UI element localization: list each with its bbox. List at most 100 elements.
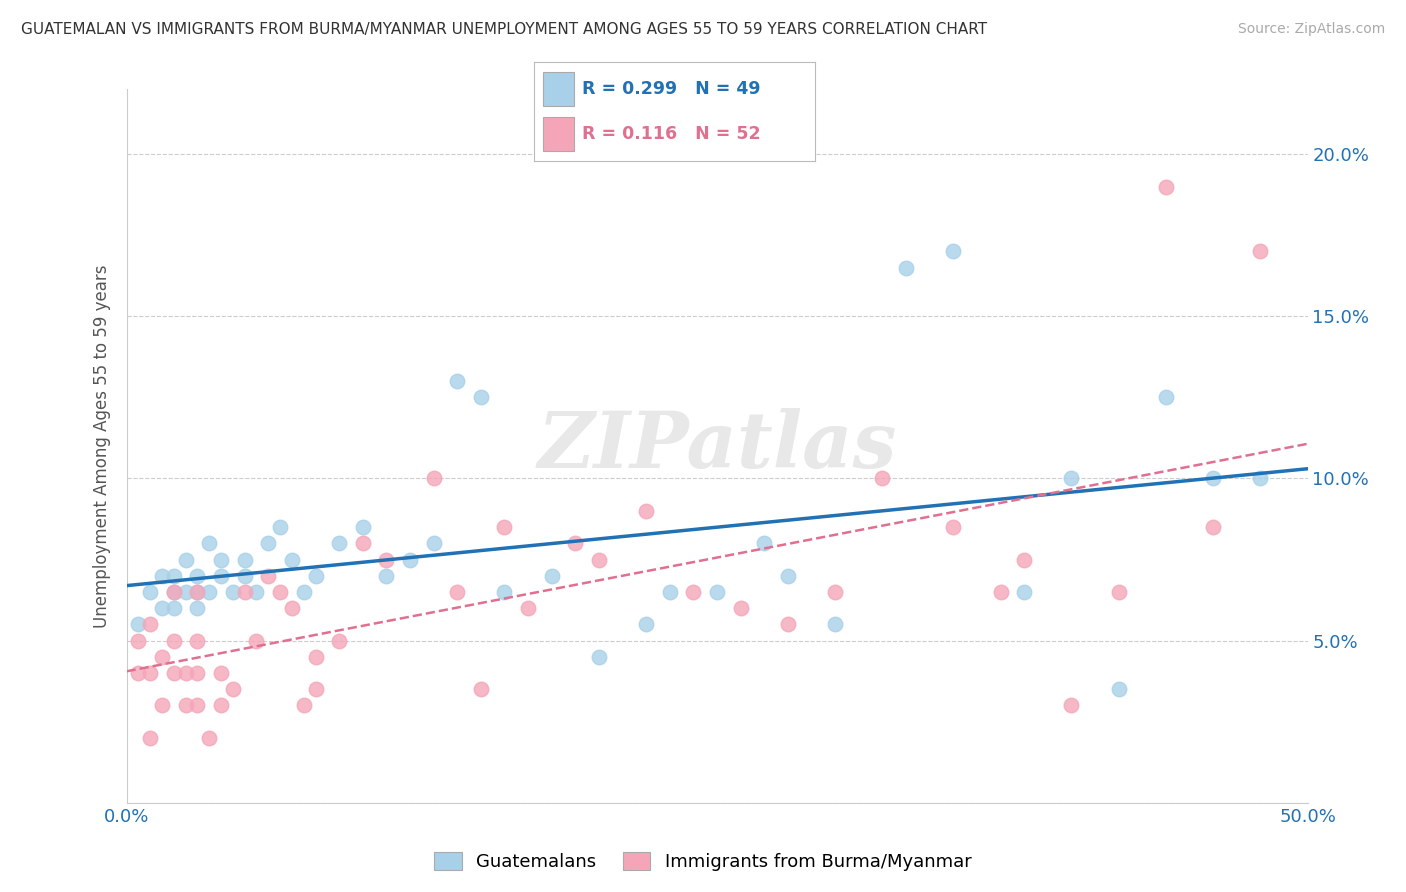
Text: Source: ZipAtlas.com: Source: ZipAtlas.com xyxy=(1237,22,1385,37)
Text: R = 0.299   N = 49: R = 0.299 N = 49 xyxy=(582,80,761,98)
Point xyxy=(186,601,208,615)
Point xyxy=(1108,682,1130,697)
Text: R = 0.116   N = 52: R = 0.116 N = 52 xyxy=(582,125,761,143)
Point xyxy=(209,568,232,582)
Point xyxy=(139,731,162,745)
Point xyxy=(150,698,173,713)
Point xyxy=(872,471,894,485)
Point xyxy=(257,568,280,582)
Point xyxy=(990,585,1012,599)
Point xyxy=(1012,552,1035,566)
Point xyxy=(470,682,492,697)
Point xyxy=(292,585,315,599)
Point xyxy=(494,520,516,534)
Point xyxy=(352,536,374,550)
Point xyxy=(1060,471,1083,485)
Point xyxy=(422,471,444,485)
FancyBboxPatch shape xyxy=(543,72,574,105)
Point xyxy=(328,633,350,648)
Point xyxy=(233,568,256,582)
Point xyxy=(517,601,540,615)
Point xyxy=(636,504,658,518)
Point xyxy=(174,698,197,713)
Point xyxy=(257,536,280,550)
Point xyxy=(304,568,326,582)
Point xyxy=(186,585,208,599)
Point xyxy=(163,601,186,615)
Point xyxy=(150,649,173,664)
Point xyxy=(209,552,232,566)
Point xyxy=(186,585,208,599)
Point xyxy=(163,568,186,582)
Legend: Guatemalans, Immigrants from Burma/Myanmar: Guatemalans, Immigrants from Burma/Myanm… xyxy=(427,846,979,879)
Point xyxy=(163,585,186,599)
Point xyxy=(824,585,846,599)
Point xyxy=(470,390,492,404)
Text: ZIPatlas: ZIPatlas xyxy=(537,408,897,484)
Point xyxy=(540,568,562,582)
Point xyxy=(564,536,586,550)
Point xyxy=(1249,244,1271,259)
Point xyxy=(222,682,245,697)
Point xyxy=(942,520,965,534)
Point xyxy=(1154,390,1177,404)
Point xyxy=(682,585,704,599)
Point xyxy=(281,601,304,615)
Point xyxy=(328,536,350,550)
Point xyxy=(245,585,267,599)
Point xyxy=(588,649,610,664)
Point xyxy=(1154,179,1177,194)
Point xyxy=(139,585,162,599)
Point xyxy=(422,536,444,550)
Point xyxy=(375,568,398,582)
Point xyxy=(375,552,398,566)
Point xyxy=(894,260,917,275)
Point xyxy=(1202,471,1225,485)
Point xyxy=(446,374,468,388)
Point xyxy=(304,682,326,697)
Point xyxy=(352,520,374,534)
Point xyxy=(399,552,422,566)
Point xyxy=(174,585,197,599)
Point xyxy=(186,568,208,582)
Point xyxy=(281,552,304,566)
Point xyxy=(1108,585,1130,599)
Point xyxy=(292,698,315,713)
Point xyxy=(163,585,186,599)
Point xyxy=(127,633,149,648)
Point xyxy=(706,585,728,599)
Point xyxy=(754,536,776,550)
Point xyxy=(209,698,232,713)
Point xyxy=(776,617,799,632)
Point xyxy=(222,585,245,599)
Point xyxy=(163,633,186,648)
Point xyxy=(186,698,208,713)
Point xyxy=(174,666,197,681)
Point xyxy=(1202,520,1225,534)
Point xyxy=(304,649,326,664)
Point xyxy=(269,585,291,599)
Point xyxy=(127,666,149,681)
Point xyxy=(730,601,752,615)
Point xyxy=(198,585,221,599)
Point xyxy=(233,585,256,599)
Point xyxy=(1060,698,1083,713)
Point xyxy=(198,731,221,745)
Point xyxy=(588,552,610,566)
Point xyxy=(446,585,468,599)
Point xyxy=(150,568,173,582)
Point xyxy=(776,568,799,582)
Point xyxy=(139,666,162,681)
Point xyxy=(127,617,149,632)
Y-axis label: Unemployment Among Ages 55 to 59 years: Unemployment Among Ages 55 to 59 years xyxy=(93,264,111,628)
Point xyxy=(209,666,232,681)
Point xyxy=(636,617,658,632)
Text: GUATEMALAN VS IMMIGRANTS FROM BURMA/MYANMAR UNEMPLOYMENT AMONG AGES 55 TO 59 YEA: GUATEMALAN VS IMMIGRANTS FROM BURMA/MYAN… xyxy=(21,22,987,37)
FancyBboxPatch shape xyxy=(543,118,574,151)
Point xyxy=(186,633,208,648)
Point xyxy=(174,552,197,566)
Point xyxy=(1012,585,1035,599)
Point xyxy=(198,536,221,550)
Point xyxy=(824,617,846,632)
Point xyxy=(186,666,208,681)
